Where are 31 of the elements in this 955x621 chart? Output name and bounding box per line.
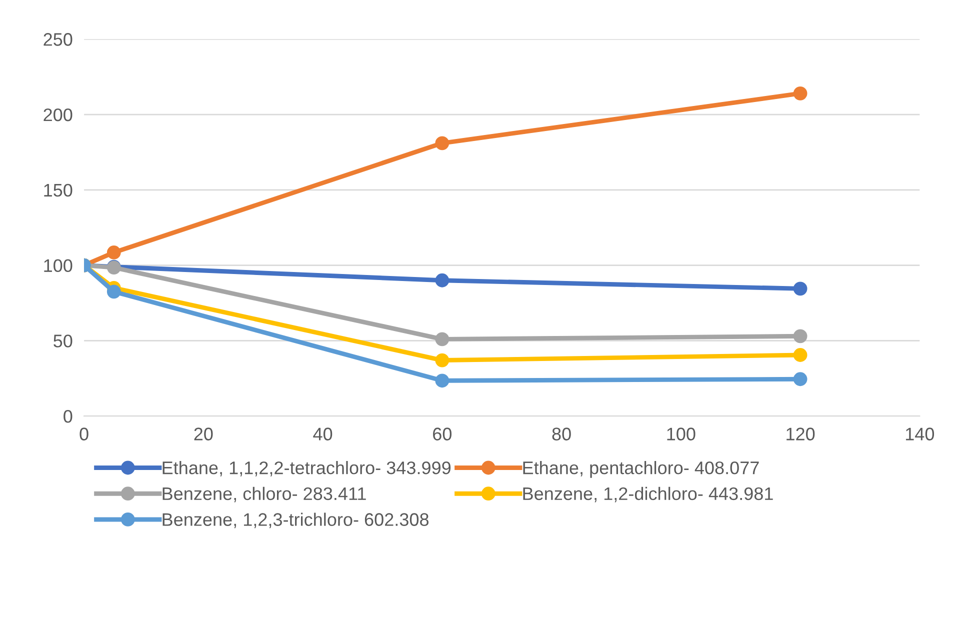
legend-label: Ethane, 1,1,2,2-tetrachloro- 343.999 bbox=[162, 460, 451, 476]
y-tick-label: 150 bbox=[44, 184, 72, 197]
point bbox=[106, 246, 121, 260]
y-tick-label: 250 bbox=[44, 33, 72, 46]
point bbox=[793, 86, 808, 100]
x-tick-label: 140 bbox=[906, 428, 934, 440]
point bbox=[435, 136, 450, 150]
point bbox=[435, 332, 450, 346]
legend-label: Benzene, 1,2-dichloro- 443.981 bbox=[523, 486, 773, 502]
point bbox=[106, 284, 121, 299]
legend-label: Ethane, pentachloro- 408.077 bbox=[523, 460, 759, 478]
x-tick-label: 20 bbox=[194, 428, 213, 440]
legend-label: Benzene, 1,2,3-trichloro- 602.308 bbox=[162, 512, 429, 528]
point bbox=[435, 273, 450, 288]
y-tick-label: 200 bbox=[44, 108, 72, 122]
point bbox=[435, 374, 450, 388]
x-tick-label: 0 bbox=[80, 428, 88, 440]
point bbox=[435, 353, 450, 368]
point bbox=[793, 348, 808, 362]
y-tick-label: 0 bbox=[64, 410, 72, 423]
point bbox=[793, 282, 808, 296]
x-tick-label: 100 bbox=[667, 428, 696, 440]
x-tick-label: 40 bbox=[313, 428, 332, 440]
x-tick-label: 120 bbox=[786, 428, 815, 440]
x-tick-label: 80 bbox=[552, 428, 571, 440]
y-tick-label: 50 bbox=[54, 334, 72, 348]
point bbox=[793, 372, 808, 386]
x-tick-label: 60 bbox=[433, 428, 452, 440]
point bbox=[793, 329, 808, 344]
legend-label: Benzene, chloro- 283.411 bbox=[162, 486, 366, 502]
y-tick-label: 100 bbox=[44, 259, 72, 272]
